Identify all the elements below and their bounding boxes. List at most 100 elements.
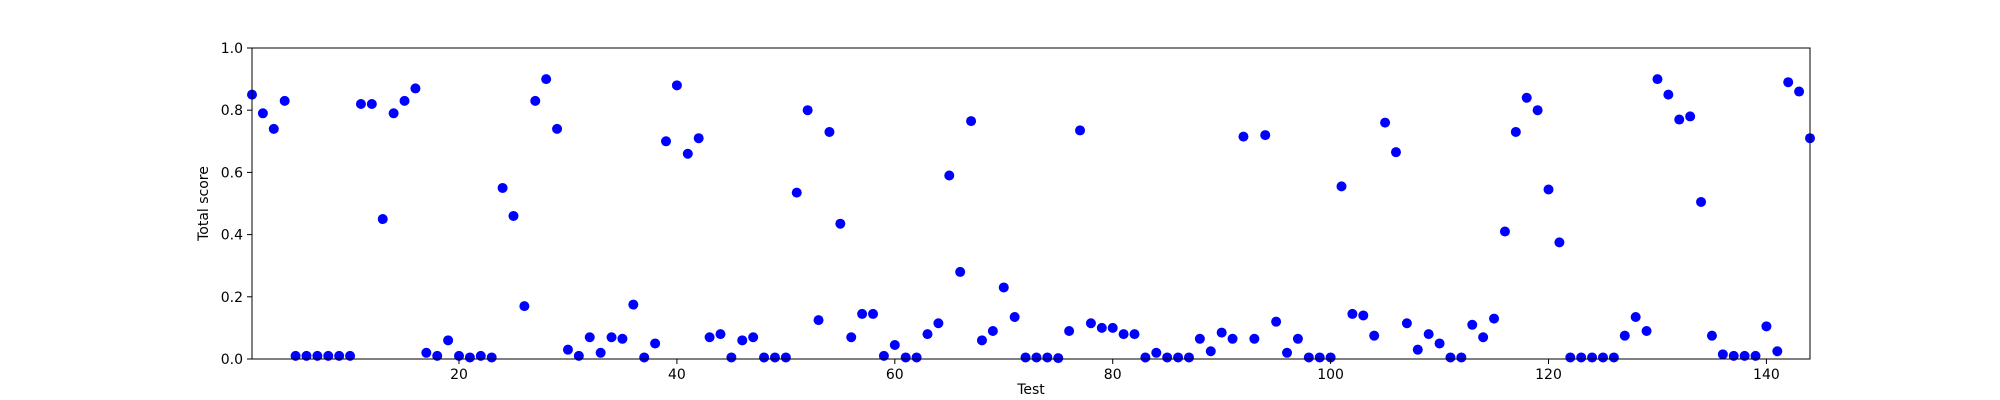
data-point (519, 301, 530, 312)
x-tick-label: 40 (668, 367, 686, 383)
data-point (1162, 352, 1173, 363)
data-point (388, 108, 399, 119)
data-point (1554, 237, 1565, 248)
data-point (1075, 125, 1086, 136)
data-point (1336, 181, 1347, 192)
data-point (421, 347, 432, 358)
data-point (1216, 327, 1227, 338)
data-point (1619, 330, 1630, 341)
data-point (628, 299, 639, 310)
data-point (944, 170, 955, 181)
data-point (1020, 352, 1031, 363)
data-point (1794, 86, 1805, 97)
y-tick-label: 0.0 (221, 352, 243, 368)
data-point (573, 350, 584, 361)
data-point (617, 333, 628, 344)
data-point (1576, 352, 1587, 363)
data-point (454, 350, 465, 361)
data-point (1445, 352, 1456, 363)
data-point (345, 350, 356, 361)
data-point (1532, 105, 1543, 116)
y-axis-label: Total score (196, 166, 212, 242)
y-tick-label: 0.6 (221, 165, 243, 181)
data-point (443, 335, 454, 346)
data-point (1543, 184, 1554, 195)
data-point (911, 352, 922, 363)
data-point (1608, 352, 1619, 363)
data-point (1489, 313, 1500, 324)
data-point (704, 332, 715, 343)
data-point (268, 123, 279, 134)
data-point (976, 335, 987, 346)
data-point (868, 308, 879, 319)
data-point (399, 95, 410, 106)
data-point (1129, 329, 1140, 340)
data-point (1597, 352, 1608, 363)
data-point (497, 182, 508, 193)
data-point (1750, 350, 1761, 361)
data-point (900, 352, 911, 363)
y-tick-label: 0.8 (221, 103, 243, 119)
data-point (475, 350, 486, 361)
data-point (889, 340, 900, 351)
data-point (715, 329, 726, 340)
data-point (1565, 352, 1576, 363)
data-point (377, 214, 388, 225)
data-point (1227, 333, 1238, 344)
data-point (1434, 338, 1445, 349)
data-point (301, 350, 312, 361)
data-point (1107, 322, 1118, 333)
x-tick-label: 80 (1104, 367, 1122, 383)
data-point (1260, 130, 1271, 141)
data-point (661, 136, 672, 147)
data-point (541, 74, 552, 85)
data-point (682, 148, 693, 159)
data-point (1717, 349, 1728, 360)
data-point (1118, 329, 1129, 340)
data-point (955, 266, 966, 277)
data-point (846, 332, 857, 343)
data-point (257, 108, 268, 119)
data-point (1173, 352, 1184, 363)
data-point (1685, 111, 1696, 122)
data-point (1652, 74, 1663, 85)
data-point (737, 335, 748, 346)
data-point (998, 282, 1009, 293)
data-point (1641, 326, 1652, 337)
data-point (1314, 352, 1325, 363)
data-point (1292, 333, 1303, 344)
data-point (562, 344, 573, 355)
data-point (1064, 326, 1075, 337)
data-point (312, 350, 323, 361)
data-point (759, 352, 770, 363)
data-point (1303, 352, 1314, 363)
data-point (748, 332, 759, 343)
data-point (671, 80, 682, 91)
axes-frame (251, 47, 1811, 360)
data-point (966, 116, 977, 127)
data-point (1739, 350, 1750, 361)
data-point (1369, 330, 1380, 341)
data-point (1706, 330, 1717, 341)
y-axis-ticks: 0.0 0.2 0.4 0.6 0.8 1.0 (221, 41, 252, 368)
data-point (1009, 312, 1020, 323)
data-point (1401, 318, 1412, 329)
data-point (1412, 344, 1423, 355)
data-point (584, 332, 595, 343)
data-point (693, 133, 704, 144)
data-point (922, 329, 933, 340)
y-tick-label: 0.2 (221, 290, 243, 306)
plot-area (247, 47, 1815, 364)
data-point (552, 123, 563, 134)
data-point (290, 350, 301, 361)
data-point (508, 210, 519, 221)
data-point (1783, 77, 1794, 88)
data-point (1031, 352, 1042, 363)
data-point (1325, 352, 1336, 363)
data-point (1630, 312, 1641, 323)
data-point (987, 326, 998, 337)
data-point (639, 352, 650, 363)
data-point (355, 98, 366, 109)
data-point (835, 218, 846, 229)
x-tick-label: 20 (450, 367, 468, 383)
